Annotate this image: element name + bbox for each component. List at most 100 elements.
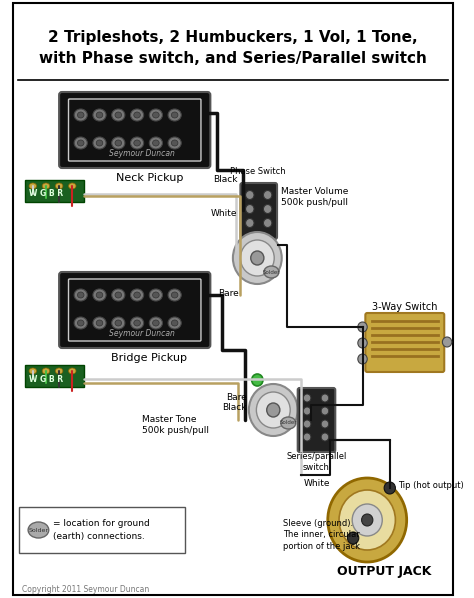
Ellipse shape bbox=[74, 317, 87, 329]
Circle shape bbox=[303, 394, 311, 402]
Ellipse shape bbox=[55, 183, 63, 189]
FancyBboxPatch shape bbox=[69, 99, 201, 161]
Ellipse shape bbox=[96, 112, 103, 118]
Ellipse shape bbox=[149, 289, 163, 301]
Circle shape bbox=[303, 433, 311, 441]
Circle shape bbox=[303, 407, 311, 415]
Ellipse shape bbox=[74, 289, 87, 301]
Ellipse shape bbox=[149, 137, 163, 149]
Circle shape bbox=[264, 218, 272, 227]
Ellipse shape bbox=[281, 417, 296, 429]
Text: OUTPUT JACK: OUTPUT JACK bbox=[337, 566, 431, 578]
Circle shape bbox=[321, 420, 328, 428]
Text: Solder: Solder bbox=[280, 420, 297, 426]
Text: W G B R: W G B R bbox=[29, 190, 63, 199]
FancyBboxPatch shape bbox=[13, 3, 453, 595]
Ellipse shape bbox=[130, 289, 144, 301]
Ellipse shape bbox=[93, 137, 106, 149]
Ellipse shape bbox=[77, 140, 84, 146]
Text: Seymour Duncan: Seymour Duncan bbox=[109, 148, 175, 157]
Text: Solder: Solder bbox=[28, 527, 48, 532]
Circle shape bbox=[246, 205, 254, 213]
Ellipse shape bbox=[115, 112, 121, 118]
Circle shape bbox=[339, 490, 395, 550]
Ellipse shape bbox=[168, 289, 181, 301]
Ellipse shape bbox=[168, 317, 181, 329]
Circle shape bbox=[246, 191, 254, 200]
Text: Tip (hot output): Tip (hot output) bbox=[398, 481, 464, 490]
Text: Black: Black bbox=[222, 404, 247, 413]
Text: Bare: Bare bbox=[226, 392, 247, 401]
Ellipse shape bbox=[77, 112, 84, 118]
Circle shape bbox=[352, 504, 382, 536]
Circle shape bbox=[264, 191, 272, 200]
Ellipse shape bbox=[42, 183, 50, 189]
Circle shape bbox=[384, 482, 395, 494]
Circle shape bbox=[358, 322, 367, 332]
Text: Neck Pickup: Neck Pickup bbox=[116, 173, 183, 183]
Ellipse shape bbox=[153, 140, 159, 146]
Ellipse shape bbox=[168, 137, 181, 149]
Ellipse shape bbox=[74, 109, 87, 121]
Ellipse shape bbox=[96, 320, 103, 326]
Circle shape bbox=[358, 354, 367, 364]
Text: Solder: Solder bbox=[263, 270, 280, 274]
FancyBboxPatch shape bbox=[25, 180, 83, 202]
FancyBboxPatch shape bbox=[69, 279, 201, 341]
FancyBboxPatch shape bbox=[298, 388, 335, 452]
Text: Copyright 2011 Seymour Duncan: Copyright 2011 Seymour Duncan bbox=[21, 585, 149, 594]
Ellipse shape bbox=[29, 183, 36, 189]
Text: 2 Tripleshots, 2 Humbuckers, 1 Vol, 1 Tone,
with Phase switch, and Series/Parall: 2 Tripleshots, 2 Humbuckers, 1 Vol, 1 To… bbox=[39, 30, 427, 66]
Text: Sleeve (ground).
The inner, circular
portion of the jack: Sleeve (ground). The inner, circular por… bbox=[283, 518, 360, 551]
Ellipse shape bbox=[115, 140, 121, 146]
Circle shape bbox=[358, 338, 367, 348]
Text: Black: Black bbox=[213, 175, 237, 185]
Circle shape bbox=[328, 478, 407, 562]
FancyBboxPatch shape bbox=[25, 365, 83, 387]
Text: Master Volume
500k push/pull: Master Volume 500k push/pull bbox=[281, 187, 348, 208]
FancyBboxPatch shape bbox=[18, 507, 185, 553]
Circle shape bbox=[362, 514, 373, 526]
Ellipse shape bbox=[93, 317, 106, 329]
Ellipse shape bbox=[96, 140, 103, 146]
Circle shape bbox=[321, 407, 328, 415]
Circle shape bbox=[251, 251, 264, 265]
Text: W G B R: W G B R bbox=[29, 374, 63, 383]
Ellipse shape bbox=[93, 109, 106, 121]
Ellipse shape bbox=[130, 137, 144, 149]
Ellipse shape bbox=[115, 320, 121, 326]
Ellipse shape bbox=[96, 292, 103, 298]
Circle shape bbox=[347, 532, 359, 544]
Ellipse shape bbox=[115, 292, 121, 298]
Ellipse shape bbox=[134, 320, 140, 326]
Ellipse shape bbox=[134, 292, 140, 298]
Text: 3-Way Switch: 3-Way Switch bbox=[372, 302, 438, 312]
Text: Series/parallel
switch: Series/parallel switch bbox=[286, 451, 346, 472]
Ellipse shape bbox=[42, 368, 50, 374]
Ellipse shape bbox=[264, 266, 279, 278]
Ellipse shape bbox=[112, 109, 125, 121]
Text: White: White bbox=[211, 209, 237, 218]
Ellipse shape bbox=[29, 368, 36, 374]
Circle shape bbox=[240, 240, 274, 276]
Text: Bare: Bare bbox=[218, 289, 238, 298]
Ellipse shape bbox=[130, 317, 144, 329]
Ellipse shape bbox=[69, 183, 76, 189]
Circle shape bbox=[246, 218, 254, 227]
FancyBboxPatch shape bbox=[365, 313, 444, 372]
Ellipse shape bbox=[168, 109, 181, 121]
Ellipse shape bbox=[153, 320, 159, 326]
Ellipse shape bbox=[134, 112, 140, 118]
Circle shape bbox=[264, 205, 272, 213]
Text: Bridge Pickup: Bridge Pickup bbox=[111, 353, 187, 363]
FancyBboxPatch shape bbox=[59, 92, 210, 168]
Circle shape bbox=[321, 433, 328, 441]
Text: (earth) connections.: (earth) connections. bbox=[54, 532, 145, 542]
Ellipse shape bbox=[77, 320, 84, 326]
Ellipse shape bbox=[149, 317, 163, 329]
Circle shape bbox=[256, 392, 290, 428]
Text: Seymour Duncan: Seymour Duncan bbox=[109, 328, 175, 337]
Ellipse shape bbox=[153, 292, 159, 298]
Ellipse shape bbox=[112, 317, 125, 329]
Ellipse shape bbox=[172, 140, 178, 146]
